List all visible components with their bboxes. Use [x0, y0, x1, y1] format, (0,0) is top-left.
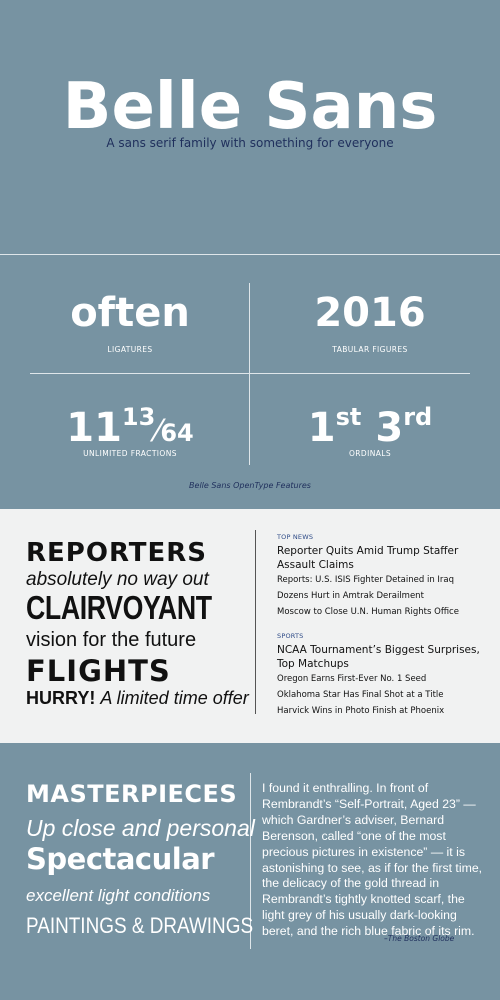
news-item[interactable]: Dozens Hurt in Amtrak Derailment [277, 591, 424, 601]
specimen-flights: FLIGHTS [26, 654, 171, 688]
specimen-vision: vision for the future [26, 629, 197, 651]
news-headline-sports[interactable]: NCAA Tournament’s Biggest Surprises, Top… [277, 644, 480, 670]
specimen-spectacular: Spectacular [26, 842, 215, 876]
specimen-reporters: REPORTERS [26, 538, 208, 568]
specimen-masterpieces: MASTERPIECES [26, 780, 238, 808]
specimen-hurry: HURRY! A limited time offer [26, 688, 249, 709]
grid-divider-horizontal [30, 373, 470, 374]
news-panel [0, 509, 500, 743]
quote-text: I found it enthralling. In front of Remb… [262, 781, 483, 939]
panel-divider [255, 530, 256, 714]
tabular-figures-label: TABULAR FIGURES [332, 345, 408, 354]
specimen-absolutely: absolutely no way out [26, 569, 209, 590]
news-item[interactable]: Moscow to Close U.N. Human Rights Office [277, 607, 459, 617]
ordinals-label: ORDINALS [349, 449, 391, 458]
news-category-top: TOP NEWS [277, 533, 314, 541]
specimen-paintings: PAINTINGS & DRAWINGS [26, 913, 254, 938]
ordinals-sample: 1st 3rd [270, 394, 470, 451]
bottom-divider [250, 773, 251, 949]
news-item[interactable]: Oregon Earns First-Ever No. 1 Seed [277, 674, 427, 684]
ordinal-third-number: 3 [375, 405, 404, 451]
fraction-numerator: 13 [121, 403, 156, 431]
features-caption: Belle Sans OpenType Features [189, 481, 311, 490]
fraction-slash: ⁄ [155, 414, 161, 449]
fractions-label: UNLIMITED FRACTIONS [83, 449, 177, 458]
page-subtitle: A sans serif family with something for e… [106, 136, 394, 150]
ordinal-first-suffix: st [335, 403, 362, 431]
ligatures-label: LIGATURES [107, 345, 153, 354]
tabular-figures-sample: 2016 [314, 290, 426, 336]
news-item[interactable]: Reports: U.S. ISIS Fighter Detained in I… [277, 575, 455, 585]
news-headline-top[interactable]: Reporter Quits Amid Trump Staffer Assaul… [277, 545, 459, 571]
hurry-word: HURRY! [26, 688, 96, 708]
page-title: Belle Sans [62, 70, 438, 144]
divider [0, 254, 500, 255]
news-item[interactable]: Oklahoma Star Has Final Shot at a Title [277, 690, 444, 700]
fraction-sample: 1113⁄64 [30, 394, 230, 456]
specimen-clairvoyant: CLAIRVOYANT [26, 589, 212, 626]
fraction-whole: 11 [66, 405, 122, 451]
fraction-denominator: 64 [160, 419, 194, 447]
hurry-rest: A limited time offer [100, 688, 249, 708]
quote-source: –The Boston Globe [384, 934, 455, 943]
ordinal-first-number: 1 [307, 405, 336, 451]
specimen-excellent: excellent light conditions [26, 886, 211, 905]
grid-divider-vertical [249, 283, 250, 465]
ligatures-sample: often [70, 290, 190, 336]
ordinal-third-suffix: rd [403, 403, 433, 431]
specimen-upclose: Up close and personal [26, 815, 255, 841]
news-item[interactable]: Harvick Wins in Photo Finish at Phoenix [277, 706, 445, 716]
news-category-sports: SPORTS [277, 632, 304, 640]
